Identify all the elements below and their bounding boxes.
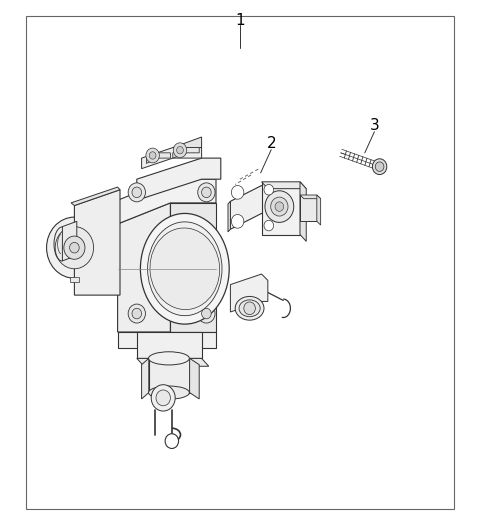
Polygon shape: [70, 277, 79, 282]
Circle shape: [165, 434, 179, 448]
Polygon shape: [190, 358, 199, 399]
Circle shape: [264, 220, 274, 231]
Polygon shape: [146, 153, 170, 163]
Circle shape: [198, 183, 215, 202]
Circle shape: [128, 304, 145, 323]
Polygon shape: [137, 358, 209, 366]
Polygon shape: [300, 182, 306, 241]
Polygon shape: [230, 186, 274, 229]
Circle shape: [372, 159, 387, 174]
Text: 2: 2: [266, 136, 276, 151]
Circle shape: [55, 227, 94, 269]
Circle shape: [375, 162, 384, 171]
Text: 1: 1: [235, 13, 245, 27]
Ellipse shape: [140, 213, 229, 324]
Circle shape: [231, 214, 244, 228]
Polygon shape: [173, 137, 202, 148]
Circle shape: [47, 217, 102, 278]
Circle shape: [64, 236, 85, 259]
Circle shape: [128, 183, 145, 202]
Circle shape: [146, 148, 159, 163]
Text: 3: 3: [370, 118, 379, 133]
Circle shape: [202, 187, 211, 198]
Circle shape: [177, 147, 183, 154]
Circle shape: [231, 186, 244, 199]
Polygon shape: [149, 358, 190, 393]
Polygon shape: [173, 148, 199, 158]
Circle shape: [264, 184, 274, 195]
Polygon shape: [300, 195, 317, 221]
Ellipse shape: [148, 222, 222, 316]
Polygon shape: [170, 203, 216, 332]
Polygon shape: [74, 190, 120, 295]
Circle shape: [244, 302, 255, 315]
Polygon shape: [71, 187, 120, 206]
Circle shape: [275, 202, 284, 211]
Circle shape: [149, 152, 156, 159]
Bar: [26, 16, 454, 509]
Ellipse shape: [239, 300, 260, 317]
Polygon shape: [228, 201, 230, 232]
Circle shape: [132, 308, 142, 319]
Polygon shape: [300, 195, 321, 199]
Polygon shape: [142, 358, 149, 399]
Circle shape: [156, 390, 170, 406]
Polygon shape: [262, 182, 300, 235]
Polygon shape: [262, 182, 306, 189]
Polygon shape: [137, 332, 202, 358]
Polygon shape: [137, 158, 221, 200]
Polygon shape: [230, 274, 268, 312]
Ellipse shape: [150, 228, 220, 309]
Polygon shape: [118, 203, 170, 332]
Circle shape: [271, 197, 288, 216]
Polygon shape: [118, 179, 216, 224]
Circle shape: [132, 187, 142, 198]
Ellipse shape: [148, 352, 189, 365]
Ellipse shape: [148, 386, 189, 399]
Circle shape: [151, 385, 175, 411]
Circle shape: [173, 143, 187, 158]
Circle shape: [265, 191, 294, 222]
Ellipse shape: [235, 296, 264, 320]
Polygon shape: [62, 221, 77, 261]
Circle shape: [70, 242, 79, 253]
Circle shape: [198, 304, 215, 323]
Polygon shape: [118, 332, 216, 348]
Polygon shape: [142, 148, 202, 169]
Polygon shape: [317, 195, 321, 225]
Circle shape: [202, 308, 211, 319]
